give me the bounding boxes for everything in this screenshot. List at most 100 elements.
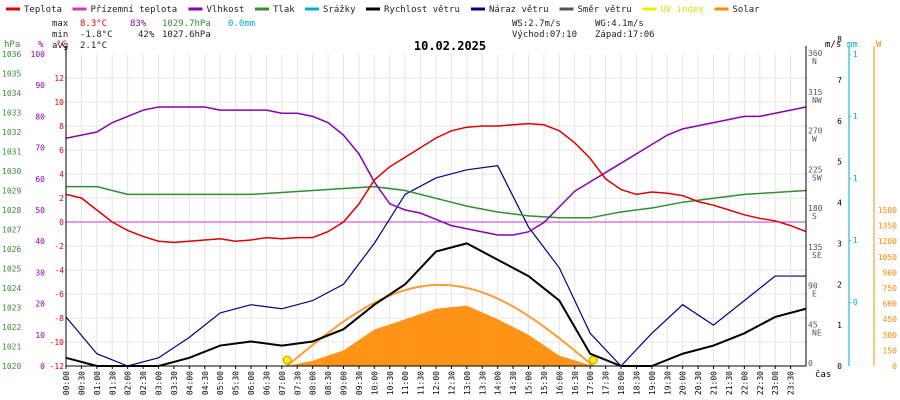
legend-item: UV index — [661, 5, 705, 15]
x-tick-label: 10:30 — [386, 371, 395, 395]
tick-dir-name: E — [812, 290, 817, 299]
x-tick-label: 13:30 — [478, 371, 487, 395]
tick-dir-deg: 90 — [808, 282, 818, 291]
x-tick-label: 22:30 — [756, 371, 765, 395]
tick-pct: 60 — [35, 175, 45, 184]
tick-temp: -4 — [54, 266, 64, 275]
tick-ms: 7 — [837, 76, 842, 85]
legend-item: Tlak — [273, 5, 295, 15]
tick-ms: 2 — [837, 280, 842, 289]
x-tick-label: 15:30 — [540, 371, 549, 395]
tick-hpa: 1029 — [2, 187, 21, 196]
tick-dir-name: S — [812, 212, 817, 221]
tick-hpa: 1032 — [2, 128, 21, 137]
tick-hpa: 1036 — [2, 50, 21, 59]
tick-hpa: 1024 — [2, 284, 21, 293]
tick-w: 0 — [892, 362, 897, 371]
tick-mm: -1 — [848, 236, 858, 245]
tick-w: 750 — [883, 284, 898, 293]
x-tick-label: 19:00 — [648, 371, 657, 395]
tick-temp: 12 — [54, 74, 64, 83]
unit-hpa: hPa — [4, 40, 20, 50]
tick-pct: 10 — [35, 331, 45, 340]
unit-ms: m/s — [825, 40, 841, 50]
tick-temp: 8 — [59, 122, 64, 131]
stats-min-label: min — [52, 30, 68, 40]
x-tick-label: 13:00 — [463, 371, 472, 395]
tick-hpa: 1035 — [2, 70, 21, 79]
stats-max-hum: 83% — [130, 19, 147, 29]
tick-w: 1200 — [878, 237, 897, 246]
series-line-teplota — [65, 122, 807, 244]
tick-ms: 6 — [837, 117, 842, 126]
tick-temp: 10 — [54, 98, 64, 107]
sunset-text: Západ:17:06 — [595, 30, 655, 40]
tick-dir-deg: 0 — [808, 359, 813, 368]
tick-hpa: 1021 — [2, 343, 21, 352]
unit-temp: °C — [56, 40, 67, 50]
legend-item: Srážky — [323, 5, 356, 15]
stats-avg-label: avg — [52, 41, 68, 51]
tick-dir-name: NW — [812, 96, 822, 105]
tick-mm: -1 — [848, 174, 858, 183]
tick-hpa: 1027 — [2, 226, 21, 235]
series-line-rychlost-větru — [65, 242, 807, 367]
stats-max-label: max — [52, 19, 69, 29]
tick-temp: -8 — [54, 314, 64, 323]
tick-w: 1050 — [878, 253, 897, 262]
tick-ms: 0 — [837, 362, 842, 371]
tick-w: 1350 — [878, 222, 897, 231]
tick-dir-name: W — [812, 135, 817, 144]
unit-w: W — [876, 40, 882, 50]
x-tick-label: 17:00 — [586, 371, 595, 395]
series-line-náraz-větru — [65, 165, 806, 367]
x-tick-label: 18:30 — [632, 371, 641, 395]
x-tick-label: 09:00 — [340, 371, 349, 395]
tick-hpa: 1023 — [2, 304, 21, 313]
tick-temp: 4 — [59, 170, 64, 179]
tick-dir-name: NE — [812, 328, 822, 337]
x-tick-label: 12:00 — [432, 371, 441, 395]
tick-dir-deg: 270 — [808, 127, 823, 136]
x-tick-label: 11:30 — [417, 371, 426, 395]
x-tick-label: 04:00 — [185, 371, 194, 395]
x-tick-label: 20:00 — [679, 371, 688, 395]
wind-wg: WG:4.1m/s — [595, 19, 644, 29]
axis-units: hPa % °C m/s mm W čas — [4, 40, 882, 380]
tick-ms: 5 — [837, 158, 842, 167]
tick-mm: -1 — [848, 112, 858, 121]
tick-hpa: 1028 — [2, 206, 21, 215]
x-tick-label: 22:00 — [740, 371, 749, 395]
stats-block: max 8.3°C 83% 1029.7hPa 0.0mm min -1.8°C… — [52, 19, 255, 51]
sunset-marker — [588, 355, 598, 365]
chart-title: 10.02.2025 — [414, 39, 486, 53]
x-tick-label: 01:00 — [93, 371, 102, 395]
tick-hpa: 1026 — [2, 245, 21, 254]
x-tick-label: 06:00 — [247, 371, 256, 395]
tick-pct: 40 — [35, 237, 45, 246]
tick-mm: -0 — [848, 298, 858, 307]
tick-ms: 8 — [837, 35, 842, 44]
legend-item: Směr větru — [578, 5, 632, 15]
tick-pct: 50 — [35, 206, 45, 215]
x-tick-label: 00:00 — [62, 371, 71, 395]
tick-w: 450 — [883, 315, 898, 324]
x-tick-label: 00:30 — [77, 371, 86, 395]
x-axis-label: čas — [815, 369, 831, 380]
stats-max-rain: 0.0mm — [228, 19, 255, 29]
x-tick-label: 09:30 — [355, 371, 364, 395]
tick-pct: 30 — [35, 268, 45, 277]
x-tick-label: 08:30 — [324, 371, 333, 395]
legend-item: Vlhkost — [207, 5, 245, 15]
tick-dir-deg: 315 — [808, 88, 823, 97]
tick-dir-deg: 180 — [808, 204, 823, 213]
tick-w: 1500 — [878, 206, 897, 215]
tick-temp: -10 — [50, 338, 65, 347]
tick-hpa: 1020 — [2, 362, 21, 371]
tick-hpa: 1034 — [2, 89, 21, 98]
tick-mm: -1 — [848, 50, 858, 59]
x-tick-label: 15:00 — [525, 371, 534, 395]
tick-hpa: 1022 — [2, 323, 21, 332]
tick-dir-name: SW — [812, 173, 822, 182]
tick-temp: 6 — [59, 146, 64, 155]
